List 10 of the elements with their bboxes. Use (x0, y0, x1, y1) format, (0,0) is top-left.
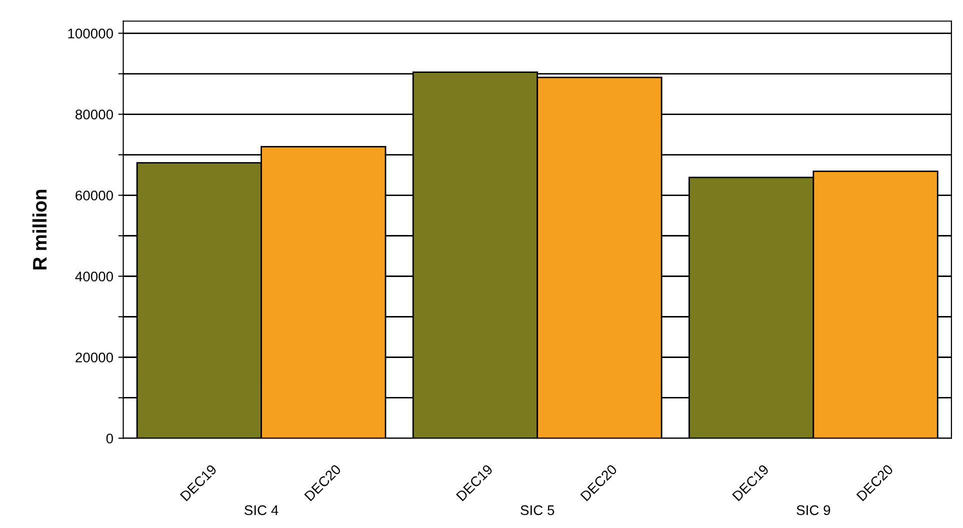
y-tick-label: 20000 (76, 352, 114, 362)
x-tick-label: SIC 9 (796, 505, 830, 516)
y-tick-label: 60000 (76, 190, 114, 200)
y-tick-label: 80000 (76, 110, 114, 120)
y-tick-label: 40000 (75, 272, 114, 282)
y-tick-label: 100000 (68, 28, 114, 38)
y-axis-title: R million (32, 190, 47, 270)
x-tick-label: SIC 4 (244, 505, 278, 516)
y-tick-label: 0 (106, 434, 113, 444)
x-tick-label: SIC 5 (520, 505, 554, 516)
